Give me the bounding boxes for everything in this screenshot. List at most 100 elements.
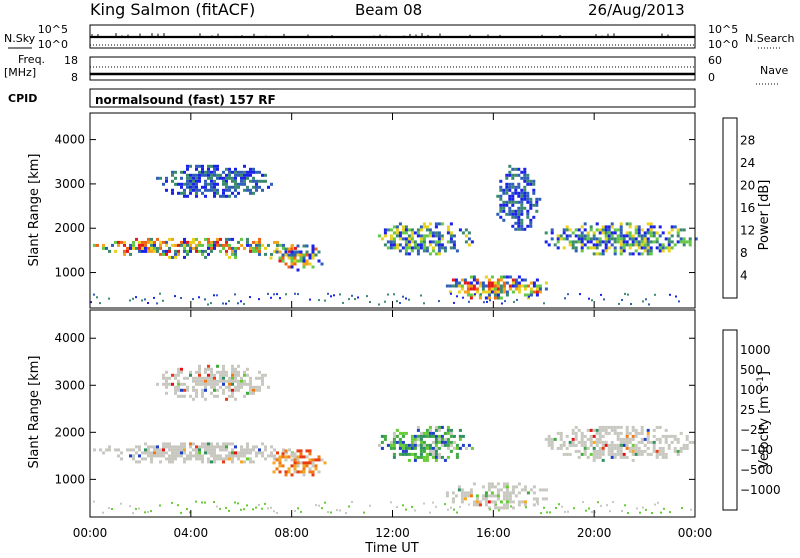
echo-cell [422, 234, 426, 238]
echo-cell [422, 431, 426, 435]
echo-cell [487, 494, 491, 498]
echo-cell [469, 284, 473, 288]
echo-cell [466, 491, 470, 495]
echo-cell [210, 385, 213, 389]
power-x-ticks [89, 113, 696, 308]
echo-cell [628, 431, 632, 435]
echo-cell [487, 293, 491, 297]
echo-cell [186, 243, 189, 247]
echo-cell [207, 167, 210, 171]
echo-cell [523, 188, 527, 192]
echo-cell [649, 440, 653, 444]
echo-cell [249, 179, 252, 183]
echo-cell [604, 443, 608, 447]
echo-cell [404, 431, 408, 435]
echo-cell [240, 508, 242, 511]
echo-cell [240, 173, 243, 177]
echo-cell [646, 222, 650, 226]
echo-cell [484, 497, 488, 501]
echo-cell [532, 503, 536, 507]
echo-cell [219, 173, 222, 177]
echo-cell [231, 457, 234, 461]
echo-cell [499, 197, 503, 201]
echo-cell [462, 296, 464, 299]
cpid-panel: CPID normalsound (fast) 157 RF [8, 88, 696, 108]
echo-cell [299, 470, 303, 474]
echo-cell [667, 243, 671, 247]
echo-cell [228, 457, 231, 461]
echo-cell [198, 370, 201, 374]
echo-cell [210, 173, 213, 177]
echo-cell [547, 443, 551, 447]
echo-cell [526, 173, 530, 177]
echo-cell [195, 191, 198, 195]
echo-cell [189, 454, 192, 458]
echo-cell [457, 485, 461, 489]
echo-cell [284, 470, 288, 474]
echo-cell [195, 176, 198, 180]
echo-cell [511, 200, 515, 204]
echo-cell [544, 231, 548, 235]
echo-cell [180, 182, 183, 186]
echo-cell [606, 504, 608, 507]
echo-cell [201, 185, 204, 189]
echo-cell [138, 249, 141, 253]
echo-cell [243, 303, 245, 305]
freq-tick-top: 18 [64, 54, 78, 67]
echo-cell [508, 197, 512, 201]
echo-cell [219, 448, 222, 452]
echo-cell [443, 440, 447, 444]
echo-cell [495, 503, 497, 506]
echo-cell [156, 246, 159, 250]
echo-cell [622, 240, 626, 244]
echo-cell [252, 240, 255, 244]
echo-cell [520, 227, 524, 231]
echo-cell [249, 388, 252, 392]
echo-cell [180, 367, 183, 371]
echo-cell [126, 448, 129, 452]
echo-cell [156, 249, 159, 253]
echo-cell [460, 278, 464, 282]
echo-cell [117, 240, 120, 244]
echo-cell [216, 370, 219, 374]
echo-cell [573, 507, 575, 510]
echo-cell [558, 503, 560, 506]
echo-cell [437, 237, 441, 241]
echo-cell [258, 179, 261, 183]
echo-cell [171, 460, 174, 464]
echo-cell [568, 234, 572, 238]
echo-cell [586, 231, 590, 235]
echo-cell [685, 443, 689, 447]
echo-cell [234, 397, 237, 401]
echo-cell [258, 237, 261, 241]
power-background [90, 113, 695, 308]
echo-cell [296, 458, 300, 462]
echo-cell [401, 452, 405, 456]
echo-cell [419, 237, 423, 241]
echo-cell [195, 164, 198, 168]
echo-cell [258, 240, 261, 244]
echo-cell [255, 246, 258, 250]
echo-cell [120, 457, 123, 461]
echo-cell [598, 252, 602, 256]
echo-cell [505, 212, 509, 216]
echo-cell [440, 443, 444, 447]
echo-cell [135, 237, 138, 241]
echo-cell [562, 228, 566, 232]
echo-cell [180, 442, 183, 446]
y-tick-label: 1000 [54, 266, 85, 280]
echo-cell [475, 287, 479, 291]
echo-cell [183, 194, 186, 198]
echo-cell [99, 302, 101, 305]
echo-cell [413, 240, 417, 244]
echo-cell [553, 437, 557, 441]
echo-cell [577, 455, 581, 459]
echo-cell [198, 173, 201, 177]
echo-cell [222, 179, 225, 183]
echo-cell [177, 182, 180, 186]
echo-cell [308, 256, 312, 260]
echo-cell [610, 446, 614, 450]
echo-cell [579, 293, 581, 296]
echo-cell [159, 292, 161, 295]
echo-cell [523, 191, 527, 195]
